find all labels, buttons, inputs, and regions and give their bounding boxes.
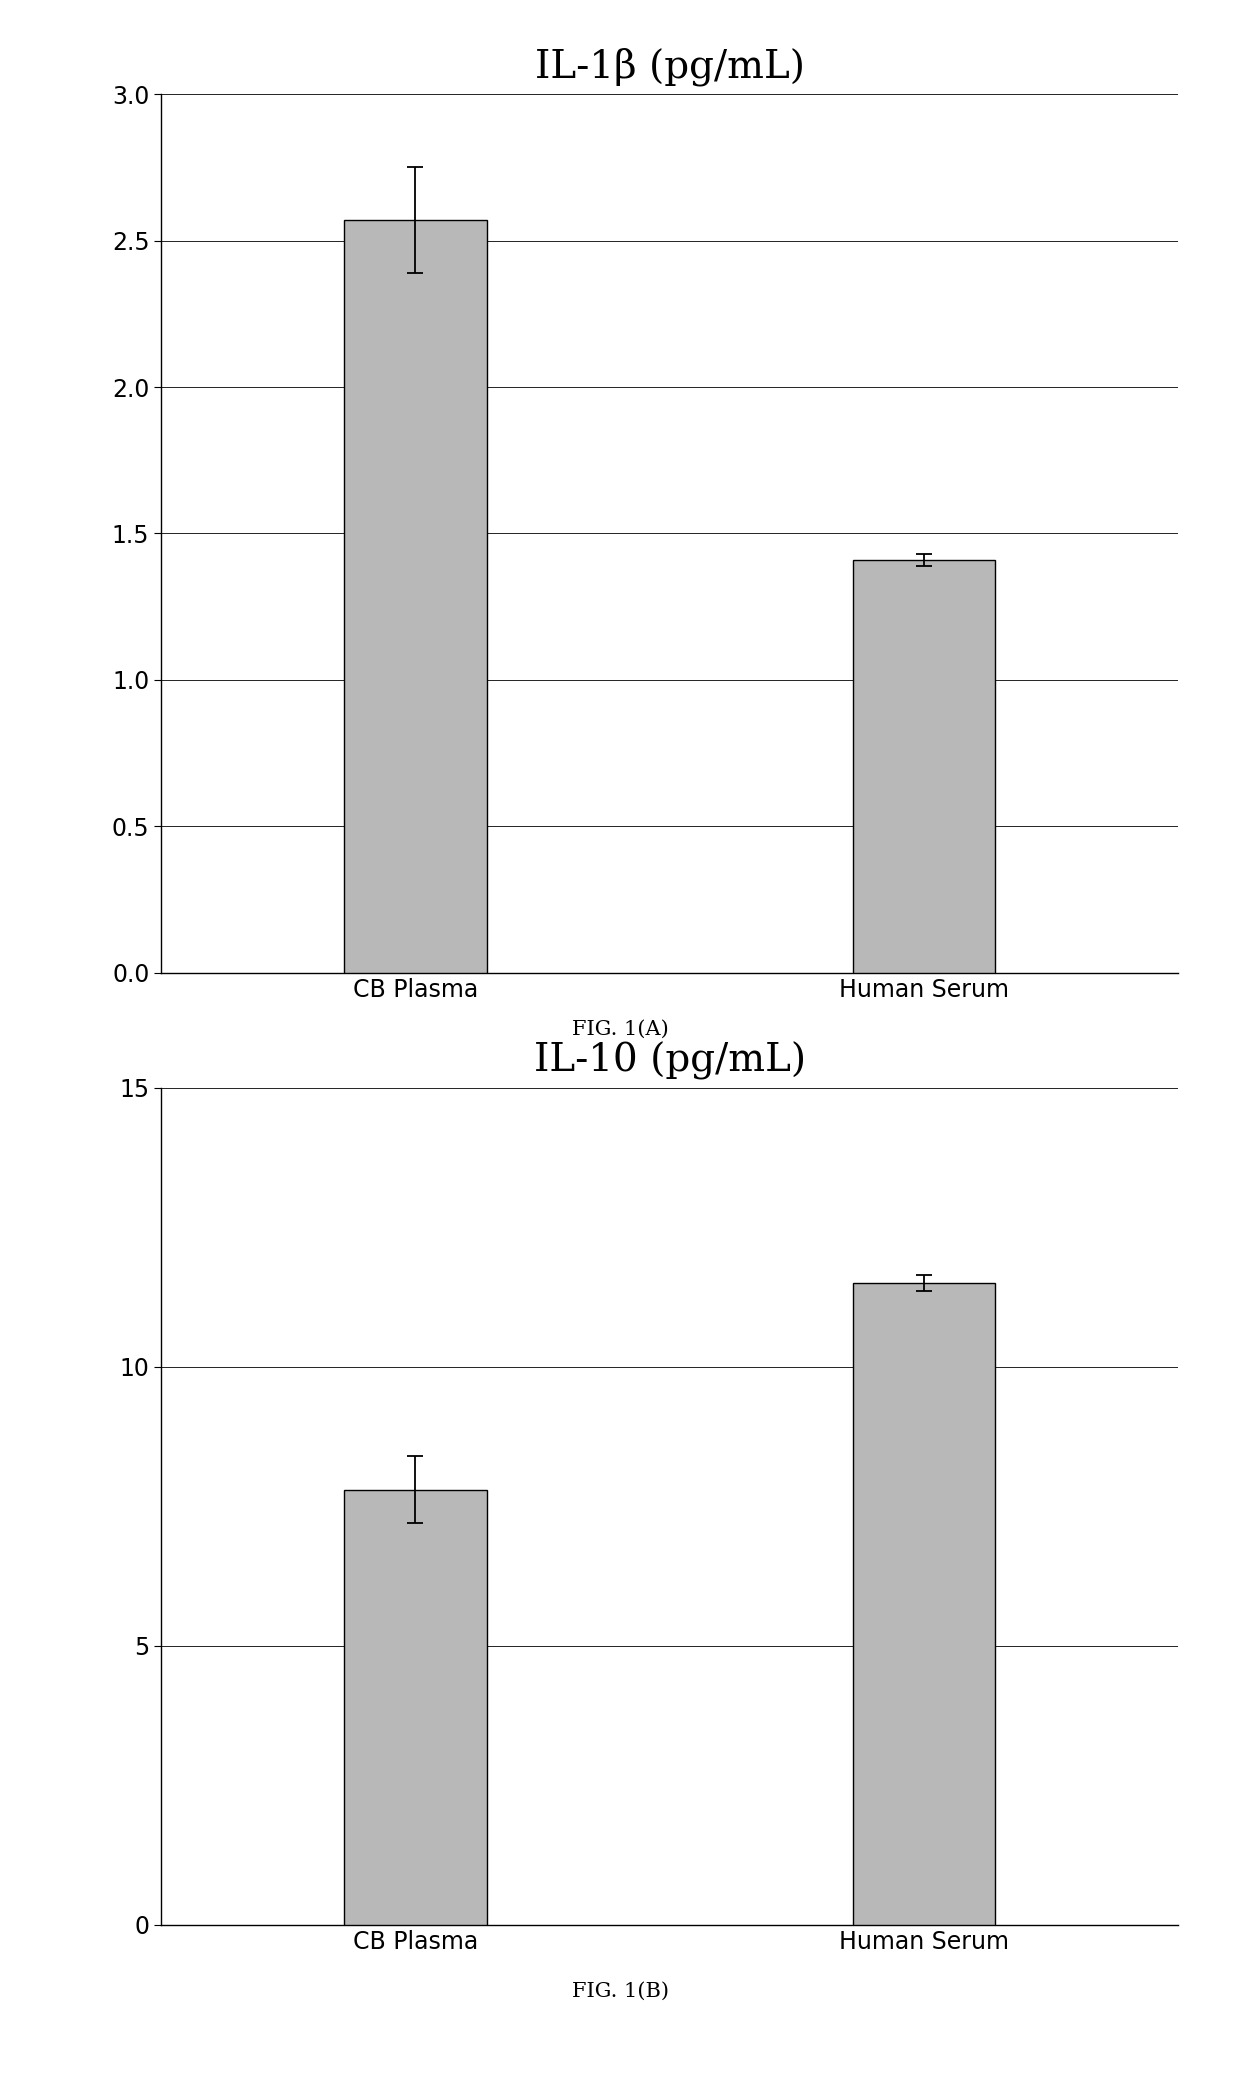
Title: IL-1β (pg/mL): IL-1β (pg/mL) [534, 48, 805, 86]
Text: FIG. 1(A): FIG. 1(A) [572, 1019, 668, 1040]
Bar [853, 561, 994, 973]
Title: IL-10 (pg/mL): IL-10 (pg/mL) [533, 1042, 806, 1079]
Bar [345, 220, 486, 973]
Text: FIG. 1(B): FIG. 1(B) [572, 1981, 668, 2002]
Bar [853, 1282, 994, 1925]
Bar [345, 1490, 486, 1925]
